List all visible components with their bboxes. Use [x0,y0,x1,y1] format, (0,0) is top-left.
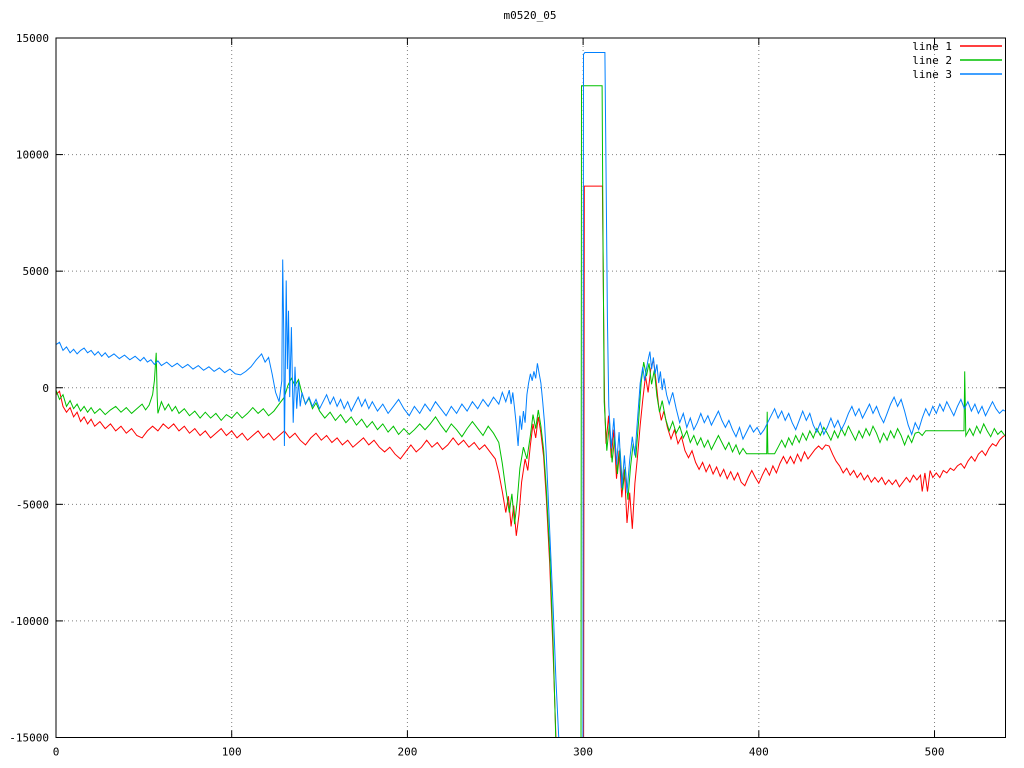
legend: line 1 line 2 line 3 [912,40,1002,81]
plot-border [55,37,1006,738]
x-tick-label: 100 [222,746,242,759]
x-tick-label: 300 [573,746,593,759]
series-line-3 [56,52,1006,738]
series-lines [56,52,1006,738]
x-tick-label: 0 [53,746,60,759]
x-tick-label: 400 [749,746,769,759]
y-tick-label: -10000 [9,615,49,628]
x-tick-label: 500 [925,746,945,759]
chart-title: m0520_05 [504,9,557,22]
legend-label-line-1: line 1 [912,40,952,53]
axis-ticks [55,37,1006,738]
y-tick-label: -15000 [9,732,49,745]
y-tick-label: 10000 [16,149,49,162]
y-tick-label: -5000 [16,498,49,511]
x-tick-label: 200 [397,746,417,759]
legend-label-line-2: line 2 [912,54,952,67]
y-tick-label: 0 [42,382,49,395]
axis-labels: -15000 -10000 -5000 0 5000 10000 15000 0 100 200 3… [9,32,944,759]
legend-label-line-3: line 3 [912,68,952,81]
plot-area: -15000 -10000 -5000 0 5000 10000 15000 0 100 200 3… [9,32,1006,759]
series-line-1 [56,185,1006,738]
y-tick-label: 15000 [16,32,49,45]
y-tick-label: 5000 [23,265,50,278]
grid [56,38,1006,738]
